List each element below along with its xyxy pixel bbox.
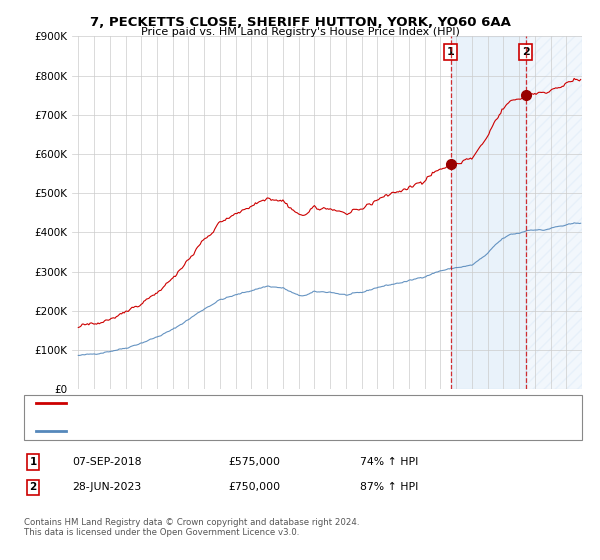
Text: 28-JUN-2023: 28-JUN-2023 xyxy=(72,482,141,492)
Text: Price paid vs. HM Land Registry's House Price Index (HPI): Price paid vs. HM Land Registry's House … xyxy=(140,27,460,37)
Text: 07-SEP-2018: 07-SEP-2018 xyxy=(72,457,142,467)
Text: 2: 2 xyxy=(29,482,37,492)
Text: £575,000: £575,000 xyxy=(228,457,280,467)
Text: 1: 1 xyxy=(29,457,37,467)
Text: 87% ↑ HPI: 87% ↑ HPI xyxy=(360,482,418,492)
Text: 2: 2 xyxy=(522,47,529,57)
Bar xyxy=(451,36,526,389)
Text: £750,000: £750,000 xyxy=(228,482,280,492)
Bar xyxy=(526,36,582,389)
Text: Contains HM Land Registry data © Crown copyright and database right 2024.
This d: Contains HM Land Registry data © Crown c… xyxy=(24,518,359,538)
Text: HPI: Average price, detached house, North Yorkshire: HPI: Average price, detached house, Nort… xyxy=(78,426,338,436)
Text: 7, PECKETTS CLOSE, SHERIFF HUTTON, YORK, YO60 6AA: 7, PECKETTS CLOSE, SHERIFF HUTTON, YORK,… xyxy=(89,16,511,29)
Text: 7, PECKETTS CLOSE, SHERIFF HUTTON, YORK, YO60 6AA (detached house): 7, PECKETTS CLOSE, SHERIFF HUTTON, YORK,… xyxy=(78,398,448,408)
Text: 74% ↑ HPI: 74% ↑ HPI xyxy=(360,457,418,467)
Text: 1: 1 xyxy=(447,47,455,57)
